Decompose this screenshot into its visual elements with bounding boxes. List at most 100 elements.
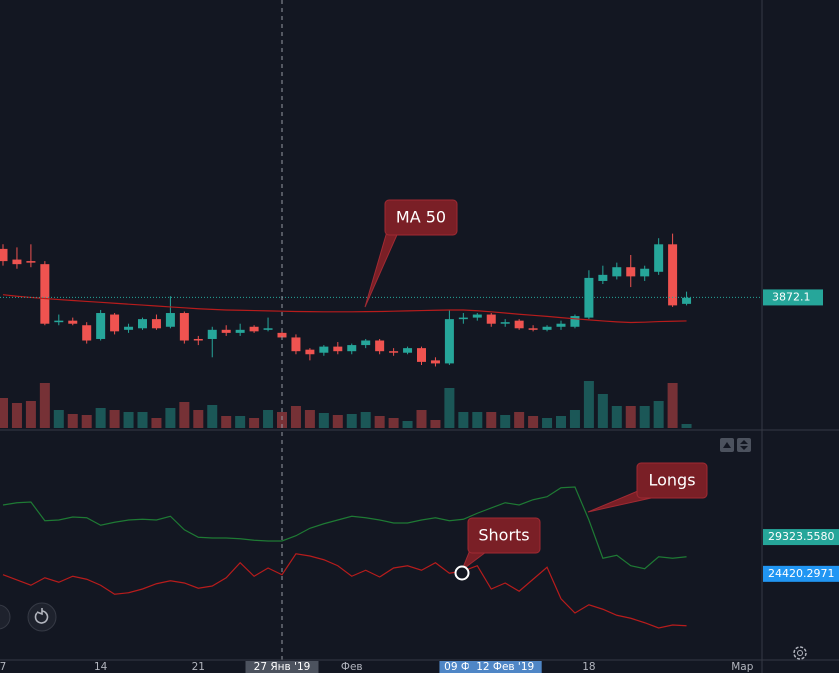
volume-bar (388, 418, 399, 428)
volume-bar (11, 403, 22, 428)
candle-body (598, 274, 608, 281)
callout-point (454, 565, 470, 581)
volume-bar (639, 406, 650, 428)
button-collapse[interactable] (737, 438, 751, 452)
candle-body (221, 329, 231, 333)
volume-bar (556, 416, 566, 428)
volume-bar (430, 420, 441, 428)
candle-body (179, 313, 189, 341)
candle-body (612, 267, 622, 277)
volume-bar (486, 412, 497, 428)
candle-body (165, 313, 175, 327)
series-value-tag (763, 565, 839, 582)
series-value-label: 29323.5580 (768, 530, 834, 543)
volume-bar (53, 410, 64, 428)
volume-bar (263, 410, 274, 428)
candle-body (514, 320, 524, 329)
volume-bar (81, 415, 92, 428)
volume-bar (193, 410, 204, 428)
volume-bar (583, 381, 594, 428)
x-tick-label: Мар (731, 661, 753, 673)
x-tick-label: 7 (0, 661, 6, 673)
candle-body (389, 351, 399, 353)
volume-bar (151, 418, 162, 428)
volume-bar (569, 410, 580, 428)
reset-button[interactable] (27, 602, 57, 632)
volume-bar (542, 418, 553, 428)
candle-body (110, 314, 120, 332)
side-button[interactable] (0, 604, 11, 630)
candle-body (430, 360, 440, 364)
candle-body (682, 297, 692, 304)
volume-bar (346, 414, 357, 428)
volume-bar (123, 412, 134, 428)
callout-text: MA 50 (396, 208, 446, 227)
volume-bar (611, 406, 622, 428)
volume-bar (235, 416, 246, 428)
candle-body (333, 346, 343, 352)
candle-body (361, 340, 371, 346)
callout-longs: Longs (587, 462, 708, 513)
candle-body (570, 316, 580, 327)
series-line (2, 553, 687, 629)
candle-body (668, 244, 678, 306)
volume-bar (402, 421, 413, 428)
volume-bar (625, 406, 636, 428)
callout-ma: MA 50 (364, 199, 458, 308)
volume-bar (528, 416, 539, 428)
candle-body (472, 314, 482, 318)
volume-bar (137, 412, 148, 428)
reset-icon (34, 608, 49, 624)
candle-body (193, 338, 203, 341)
candle-body (12, 259, 22, 265)
candle-body (417, 348, 426, 362)
series-value-label: 24420.2971 (768, 567, 834, 580)
candle-body (556, 323, 566, 327)
volume-bar (318, 413, 329, 428)
volume-bar (249, 418, 260, 428)
callout-text: Shorts (478, 526, 529, 545)
pane-buttons[interactable] (720, 438, 751, 452)
candle-body (654, 244, 664, 272)
callout-text: Longs (648, 471, 695, 490)
candle-body (96, 313, 106, 339)
candle-body (0, 248, 8, 262)
candle-body (54, 320, 64, 323)
volume-bar (360, 412, 371, 428)
volume-bar (221, 416, 232, 428)
x-tick-label: 18 (582, 661, 595, 673)
volume-bar (165, 408, 176, 428)
x-label-highlight (245, 661, 319, 673)
candle-body (68, 320, 78, 324)
candle-body (305, 349, 315, 355)
candle-body (277, 332, 287, 338)
candle-body (263, 328, 273, 330)
candle-body (486, 314, 496, 324)
volume-bar (500, 415, 511, 428)
volume-bar (304, 410, 315, 428)
volume-bar (597, 394, 608, 428)
settings-button[interactable] (793, 646, 807, 660)
volume-bar (416, 410, 427, 428)
volume-bar (332, 415, 343, 428)
volume-bar (25, 401, 36, 428)
candle-body (40, 264, 50, 324)
candle-body (500, 322, 510, 324)
candle-body (375, 340, 385, 352)
candle-body (291, 337, 301, 352)
volume-bar (444, 388, 455, 428)
candle-body (403, 348, 413, 353)
volume-bar (472, 412, 483, 428)
candle-body (138, 319, 147, 329)
volume-bar (95, 408, 106, 428)
volume-bar (653, 401, 664, 428)
mark-layer (0, 0, 762, 660)
candle-body (82, 325, 92, 341)
volume-bar (290, 406, 301, 428)
series-value-tag (763, 529, 839, 546)
last-price-label: 3872.1 (772, 290, 811, 303)
volume-bar (67, 414, 78, 428)
x-label-highlight (468, 661, 542, 673)
series-line (2, 486, 687, 570)
